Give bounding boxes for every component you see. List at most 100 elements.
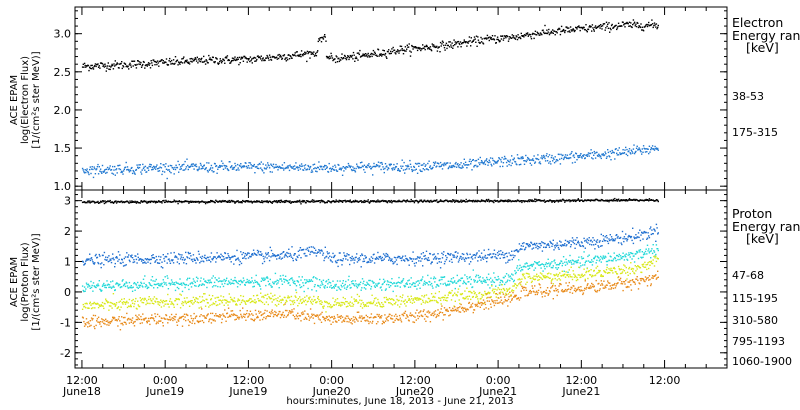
data-point [227, 201, 230, 203]
data-point [527, 243, 529, 245]
data-point [422, 44, 424, 46]
data-point [625, 146, 627, 149]
data-point [621, 243, 623, 246]
data-point [555, 31, 558, 33]
data-point [481, 282, 483, 284]
data-point [99, 288, 101, 290]
data-point [419, 256, 421, 258]
data-point [222, 168, 225, 170]
data-point [90, 67, 93, 70]
data-point [275, 280, 277, 283]
data-point [352, 283, 355, 285]
data-point [86, 168, 88, 170]
data-point [335, 303, 337, 306]
data-point [486, 276, 488, 279]
data-point [221, 165, 223, 167]
data-point [411, 260, 414, 262]
data-point [512, 256, 515, 259]
data-point [343, 170, 345, 172]
data-point [335, 55, 337, 57]
data-point [643, 252, 645, 254]
data-point [466, 252, 468, 255]
data-point [238, 280, 241, 282]
data-point [418, 260, 420, 262]
data-point [263, 303, 266, 305]
data-point [427, 169, 430, 171]
data-point [443, 263, 446, 265]
data-point [601, 257, 603, 259]
data-point [487, 273, 490, 275]
data-point [363, 199, 366, 202]
data-point [612, 258, 615, 260]
data-point [382, 283, 384, 285]
data-point [539, 32, 542, 34]
data-point [631, 258, 633, 260]
data-point [243, 165, 245, 167]
data-point [441, 164, 443, 166]
data-point [356, 200, 359, 202]
data-point [413, 165, 415, 168]
data-point [621, 257, 623, 260]
data-point [623, 259, 626, 261]
data-point [216, 279, 218, 281]
data-point [460, 256, 462, 258]
data-point [111, 286, 113, 288]
data-point [537, 154, 539, 156]
data-point [531, 248, 533, 250]
data-point [127, 65, 129, 68]
data-point [116, 172, 118, 174]
data-point [293, 54, 296, 56]
data-point [346, 166, 348, 168]
data-point [416, 172, 419, 174]
data-point [192, 260, 194, 263]
data-point [279, 201, 282, 204]
data-point [349, 304, 351, 306]
data-point [475, 253, 478, 255]
data-point [487, 198, 490, 201]
data-point [93, 166, 95, 168]
data-point [652, 199, 654, 201]
data-point [147, 62, 150, 64]
data-point [357, 59, 359, 61]
data-point [357, 167, 360, 169]
data-point [477, 158, 480, 160]
data-point [655, 147, 658, 149]
data-point [108, 168, 110, 170]
data-point [101, 301, 104, 304]
data-point [438, 258, 440, 260]
data-point [232, 280, 234, 282]
data-point [402, 53, 405, 55]
data-point [300, 298, 302, 301]
data-point [458, 166, 460, 169]
data-point [507, 40, 510, 42]
data-point [228, 293, 230, 295]
data-point [375, 200, 378, 202]
data-point [322, 279, 325, 281]
data-point [437, 47, 439, 49]
data-point [334, 58, 336, 60]
data-point [532, 158, 534, 160]
data-point [246, 253, 248, 255]
data-point [512, 254, 514, 256]
data-point [546, 265, 548, 268]
data-point [229, 166, 232, 169]
data-point [266, 257, 268, 259]
data-point [197, 169, 199, 172]
data-point [600, 233, 602, 236]
data-point [633, 236, 635, 238]
data-point [249, 167, 251, 169]
data-point [270, 284, 272, 287]
data-point [390, 298, 392, 301]
data-point [152, 298, 154, 300]
data-point [426, 168, 428, 170]
data-point [544, 268, 546, 270]
data-point [350, 296, 353, 298]
data-point [374, 286, 376, 288]
data-point [353, 298, 355, 300]
data-point [395, 259, 398, 261]
data-point [475, 199, 477, 202]
data-point [219, 166, 221, 168]
data-point [655, 200, 657, 202]
data-point [573, 242, 576, 245]
data-point [362, 200, 364, 203]
